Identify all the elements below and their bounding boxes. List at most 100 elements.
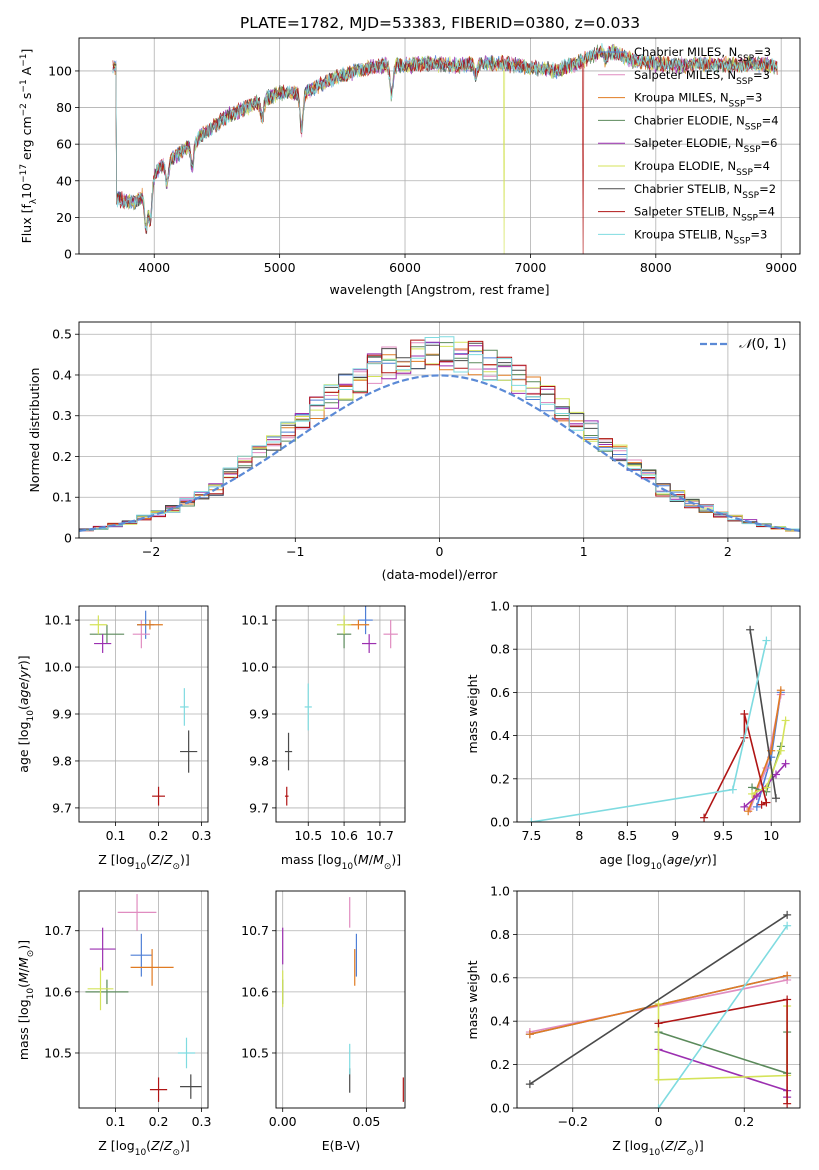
y-tick-label: 10.1 — [241, 613, 269, 628]
errorbar-kroupa-stelib — [180, 688, 189, 726]
y-tick-label: 0.8 — [490, 642, 510, 657]
x-tick-label: −2 — [142, 544, 160, 559]
y-tick-label: 0.8 — [490, 927, 510, 942]
y-axis-label: Normed distribution — [27, 368, 42, 493]
y-tick-label: 0.2 — [52, 449, 72, 464]
axes-frame — [275, 605, 406, 823]
x-tick-label: 4000 — [138, 260, 170, 275]
y-axis-label: age [log10(age/yr)] — [16, 655, 36, 772]
x-tick-label: 1 — [580, 544, 588, 559]
legend-entry: Salpeter STELIB, NSSP=4 — [634, 205, 775, 224]
errorbar-kroupa-elodie — [87, 967, 114, 1011]
x-tick-label: 8 — [575, 828, 583, 843]
weight-marker — [654, 1104, 663, 1108]
weight-marker — [746, 625, 755, 634]
weight-line-chabrier-stelib — [749, 629, 777, 799]
y-tick-label: 0 — [64, 531, 72, 546]
errorbar-kroupa-elodie — [336, 615, 352, 635]
errorbar-chabrier-miles — [130, 933, 153, 977]
y-axis-label: mass weight — [465, 960, 480, 1039]
y-tick-label: 10.5 — [44, 1045, 72, 1060]
y-tick-label: 10.7 — [44, 923, 72, 938]
x-axis-label: E(B-V) — [322, 1138, 361, 1153]
legend: Chabrier MILES, NSSP=3 Salpeter MILES, NS… — [598, 45, 779, 246]
errorbar-chabrier-elodie — [85, 979, 129, 1005]
errorbar-salpeter-stelib — [149, 1077, 168, 1102]
weight-marker — [527, 818, 536, 822]
y-tick-label: 40 — [56, 173, 72, 188]
errorbar-salpeter-stelib — [152, 786, 165, 806]
plot-area — [282, 897, 404, 1102]
x-axis-label: Z [log10(Z/Z⊙)] — [98, 852, 190, 872]
x-tick-label: 10.5 — [294, 828, 322, 843]
x-tick-label: 10.7 — [366, 828, 394, 843]
y-tick-label: 10.7 — [241, 923, 269, 938]
x-tick-label: 9 — [671, 828, 679, 843]
x-axis-label: wavelength [Angstrom, rest frame] — [329, 282, 549, 297]
weight-marker — [654, 1075, 663, 1084]
plot-area — [85, 894, 202, 1102]
legend-entry: Kroupa MILES, NSSP=3 — [634, 91, 762, 110]
y-tick-label: 9.7 — [52, 800, 72, 815]
y-tick-label: 0.2 — [490, 771, 510, 786]
y-tick-label: 9.9 — [249, 707, 269, 722]
errorbar-kroupa-stelib — [177, 1037, 196, 1069]
weight-marker — [752, 792, 761, 801]
y-tick-label: 0.1 — [52, 490, 72, 505]
y-axis-label: Flux [fλ10−17 erg cm−2 s−1 A−1] — [19, 49, 39, 244]
axes-frame — [516, 890, 801, 1109]
x-tick-label: 5000 — [264, 260, 296, 275]
x-tick-label: 0 — [655, 1114, 663, 1129]
x-tick-label: 0.1 — [106, 828, 126, 843]
errorbar-salpeter-elodie — [89, 927, 116, 971]
panel-spectrum: 4000 5000 6000 7000 8000 9000 0 20 40 60 80 100 wave… — [19, 37, 801, 297]
errorbar-salpeter-elodie — [362, 634, 377, 653]
weight-marker — [776, 686, 785, 695]
x-tick-label: 8.5 — [617, 828, 637, 843]
x-axis-label: age [log10(age/yr)] — [599, 852, 716, 872]
weight-line-salpeter-stelib — [658, 998, 788, 1104]
panel-age-vs-mass: 10.5 10.6 10.7 9.7 9.8 9.9 10.0 10.1 mass [log10… — [241, 605, 406, 872]
y-tick-label: 0.3 — [52, 408, 72, 423]
x-tick-label: 7000 — [515, 260, 547, 275]
axes-frame — [78, 37, 801, 255]
weight-marker — [700, 813, 709, 822]
weight-marker — [781, 716, 790, 725]
legend-entry: Salpeter MILES, NSSP=3 — [634, 68, 770, 87]
errorbar-kroupa-miles — [137, 620, 163, 630]
weight-marker — [762, 798, 771, 807]
y-tick-label: 1.0 — [490, 884, 510, 899]
plot-area — [284, 606, 398, 806]
weight-marker — [762, 783, 771, 792]
gaussian-curve — [79, 374, 800, 532]
x-tick-label: 10 — [763, 828, 779, 843]
y-axis-label: mass [log10(M/M⊙)] — [16, 940, 36, 1060]
y-tick-label: 20 — [56, 210, 72, 225]
plot-area — [527, 625, 790, 822]
plot-area — [79, 336, 800, 538]
weight-line-salpeter-stelib — [703, 713, 768, 819]
errorbar-chabrier-stelib — [180, 730, 198, 773]
weight-marker — [757, 800, 766, 809]
y-tick-label: 100 — [48, 63, 72, 78]
x-tick-label: 9.5 — [713, 828, 733, 843]
legend-entry: 𝒩(0, 1) — [739, 337, 786, 352]
y-tick-label: 10.5 — [241, 1045, 269, 1060]
histogram-kroupa-stelib — [79, 336, 800, 538]
x-tick-label: 0.05 — [353, 1114, 381, 1129]
x-tick-label: 0 — [436, 544, 444, 559]
x-axis-label: mass [log10(M/M⊙)] — [281, 852, 401, 872]
weight-marker — [783, 921, 792, 930]
weight-line-salpeter-elodie — [658, 1048, 788, 1098]
x-tick-label: −0.2 — [558, 1114, 588, 1129]
weight-marker — [772, 794, 781, 803]
y-tick-label: 0 — [64, 247, 72, 262]
y-tick-label: 9.9 — [52, 707, 72, 722]
weight-marker — [728, 785, 737, 794]
axes-frame — [78, 321, 801, 539]
plot-area — [112, 42, 778, 254]
panel-mass-vs-EBV: 0.00 0.05 10.5 10.6 10.7 E(B-V) — [241, 890, 406, 1153]
x-tick-label: 9000 — [765, 260, 797, 275]
x-tick-label: 0.2 — [149, 828, 169, 843]
